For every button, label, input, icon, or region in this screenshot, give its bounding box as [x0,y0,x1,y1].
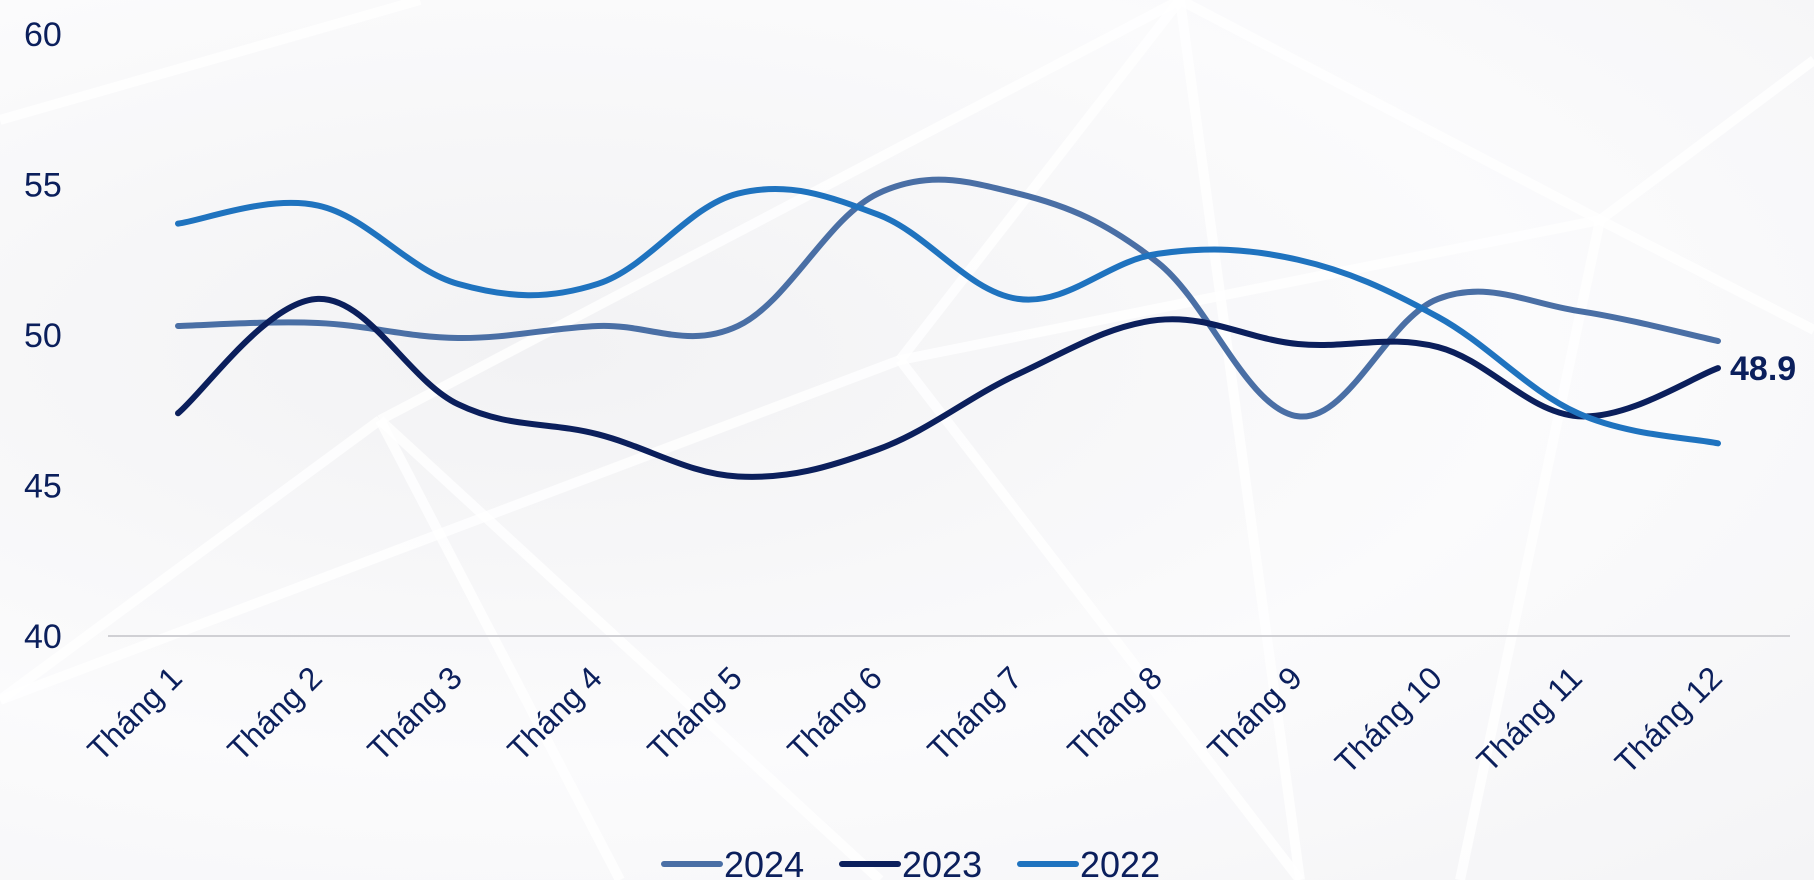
x-tick-label: Tháng 11 [1470,659,1589,778]
x-tick-label: Tháng 3 [360,659,468,767]
x-tick-label: Tháng 1 [80,659,188,767]
legend: 2024 2023 2022 [661,844,1160,880]
x-tick-label: Tháng 9 [1200,659,1308,767]
data-label: 48.9 [1730,350,1796,388]
y-tick-label: 55 [24,167,62,205]
x-tick-label: Tháng 12 [1608,659,1729,780]
x-tick-label: Tháng 10 [1328,659,1449,780]
series-line-2022 [175,185,1721,447]
y-tick-label: 45 [24,468,62,506]
y-tick-label: 60 [24,16,62,54]
series-line-2024 [175,176,1721,420]
x-tick-label: Tháng 7 [920,659,1028,767]
legend-label-2024: 2024 [724,844,804,880]
series-line-2023 [175,295,1721,480]
legend-label-2022: 2022 [1080,844,1160,880]
y-tick-label: 50 [24,317,62,355]
x-tick-label: Tháng 6 [780,659,888,767]
y-tick-label: 40 [24,618,62,656]
x-tick-label: Tháng 2 [220,659,328,767]
x-tick-label: Tháng 8 [1060,659,1168,767]
legend-label-2023: 2023 [902,844,982,880]
